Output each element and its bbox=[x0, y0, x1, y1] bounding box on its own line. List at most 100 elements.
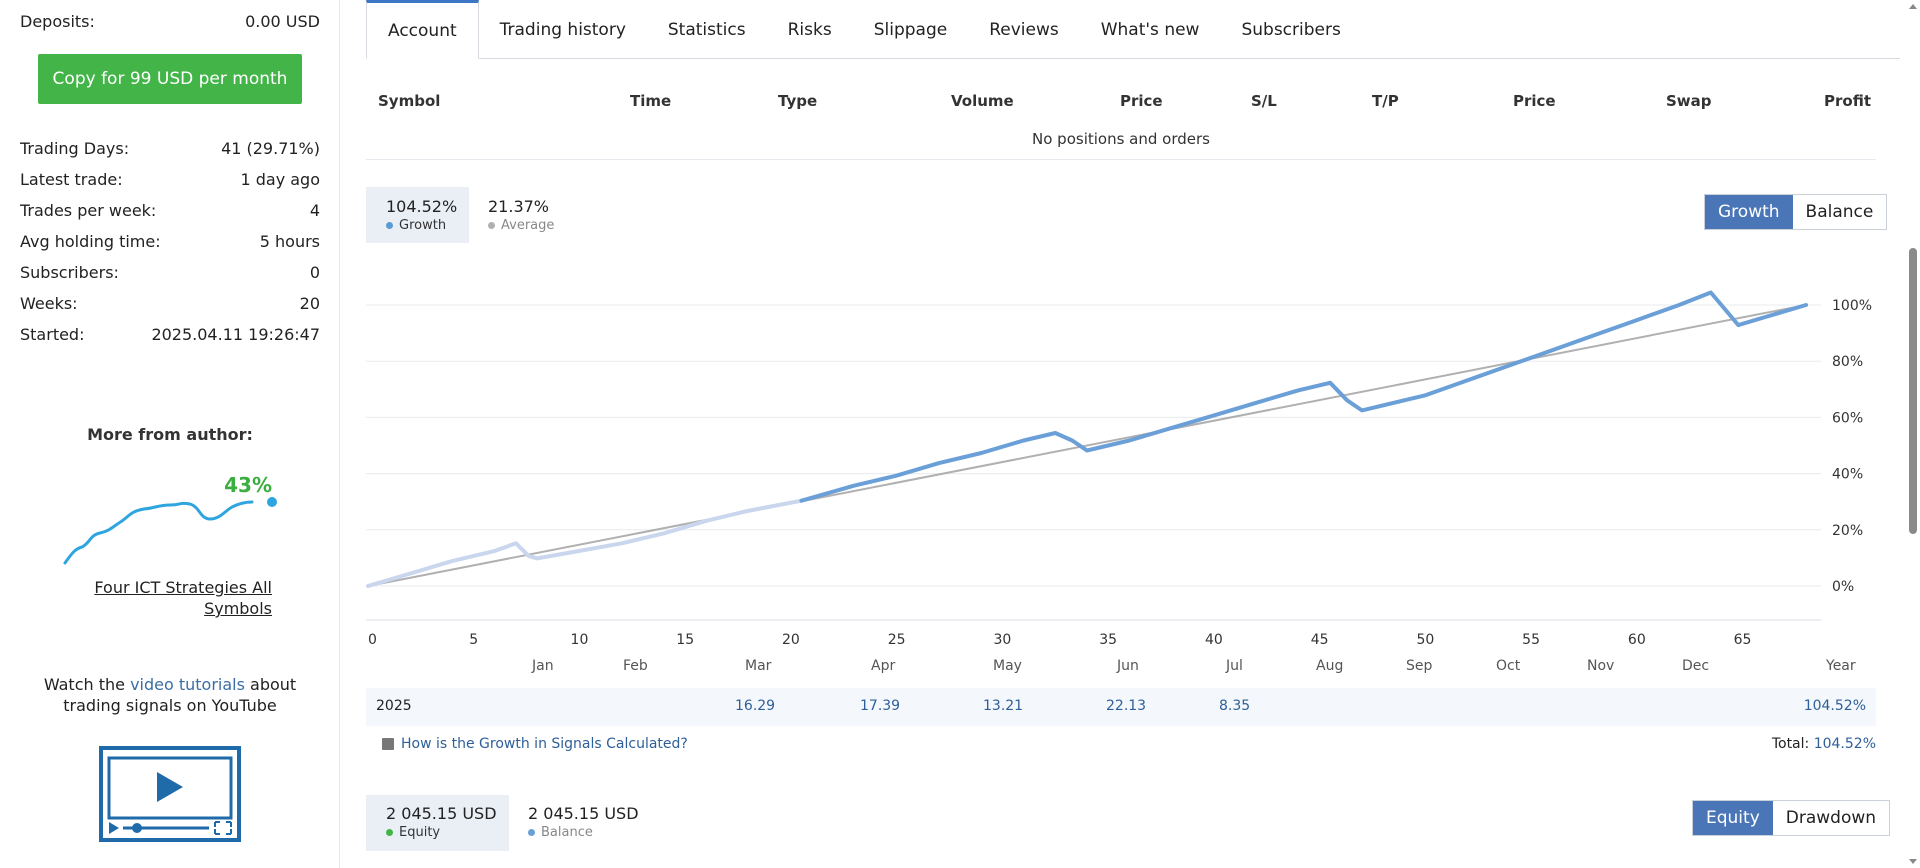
author-signal-sparkline[interactable]: 43% bbox=[60, 465, 280, 570]
x-tick-label: 15 bbox=[676, 632, 694, 648]
year-return-total[interactable]: 104.52% bbox=[1803, 698, 1866, 714]
balance-summary-box[interactable]: 2 045.15 USD Balance bbox=[528, 795, 668, 851]
x-tick-label: 0 bbox=[368, 632, 377, 648]
author-sparkline-endpoint bbox=[267, 497, 277, 507]
x-tick-label: 35 bbox=[1099, 632, 1117, 648]
month-label: Year bbox=[1826, 658, 1856, 674]
author-sparkline-line bbox=[63, 500, 254, 565]
column-header-volume[interactable]: Volume bbox=[951, 92, 1014, 110]
month-label: Aug bbox=[1316, 658, 1344, 674]
equity-toggle-button[interactable]: Equity bbox=[1693, 801, 1773, 835]
growth-balance-toggle: Growth Balance bbox=[1704, 194, 1888, 230]
month-label: Dec bbox=[1682, 658, 1710, 674]
month-label: Jul bbox=[1226, 658, 1243, 674]
stat-value: 20 bbox=[299, 294, 320, 313]
month-return-apr[interactable]: 17.39 bbox=[860, 698, 901, 714]
column-header-price[interactable]: Price bbox=[1120, 92, 1163, 110]
month-return-mar[interactable]: 16.29 bbox=[735, 698, 776, 714]
month-label: Nov bbox=[1587, 658, 1615, 674]
more-from-author-title: More from author: bbox=[87, 425, 253, 444]
tab-account[interactable]: Account bbox=[366, 0, 479, 59]
stat-label: Started: bbox=[20, 325, 85, 344]
column-header-close-price[interactable]: Price bbox=[1513, 92, 1556, 110]
month-label: Apr bbox=[871, 658, 896, 674]
x-tick-label: 60 bbox=[1628, 632, 1646, 648]
scroll-up-icon[interactable] bbox=[1909, 4, 1917, 9]
stat-row: Trades per week: 4 bbox=[20, 201, 320, 223]
x-axis-labels: 0 5 10 15 20 25 30 35 40 45 50 55 60 65 bbox=[368, 632, 1751, 648]
growth-legend: Growth bbox=[386, 218, 469, 233]
month-label: Sep bbox=[1406, 658, 1433, 674]
average-value: 21.37% bbox=[488, 197, 550, 216]
stat-row: Started: 2025.04.11 19:26:47 bbox=[20, 325, 320, 347]
average-summary-box[interactable]: 21.37% Average bbox=[488, 187, 588, 243]
growth-chart[interactable]: 0% 20% 40% 60% 80% 100% 0 5 10 15 20 25 30 35 40 45 50 5… bbox=[366, 250, 1876, 680]
stat-value: 0 bbox=[309, 263, 320, 282]
y-axis-labels: 0% 20% 40% 60% 80% 100% bbox=[1832, 298, 1872, 595]
tab-subscribers[interactable]: Subscribers bbox=[1241, 19, 1341, 40]
tab-whats-new[interactable]: What's new bbox=[1100, 19, 1200, 40]
stat-row: Subscribers: 0 bbox=[20, 263, 320, 285]
watch-post-text: about trading signals on YouTube bbox=[63, 675, 297, 715]
column-header-symbol[interactable]: Symbol bbox=[378, 92, 441, 110]
copy-signal-button[interactable]: Copy for 99 USD per month bbox=[38, 54, 302, 104]
stat-label: Trading Days: bbox=[20, 139, 130, 158]
growth-calculation-help-link[interactable]: How is the Growth in Signals Calculated? bbox=[401, 736, 688, 752]
tab-trading-history[interactable]: Trading history bbox=[499, 19, 626, 40]
average-label: Average bbox=[501, 218, 555, 233]
growth-line bbox=[799, 290, 1808, 503]
month-label: May bbox=[993, 658, 1022, 674]
average-legend: Average bbox=[488, 218, 588, 233]
column-header-sl[interactable]: S/L bbox=[1251, 92, 1277, 110]
equity-legend: Equity bbox=[386, 825, 509, 840]
author-signal-percent: 43% bbox=[224, 473, 272, 497]
x-tick-label: 10 bbox=[571, 632, 589, 648]
stat-row: Trading Days: 41 (29.71%) bbox=[20, 139, 320, 161]
page-scrollbar[interactable] bbox=[1906, 0, 1920, 868]
growth-summary-box[interactable]: 104.52% Growth bbox=[366, 187, 469, 243]
x-tick-label: 45 bbox=[1311, 632, 1329, 648]
scroll-down-icon[interactable] bbox=[1909, 859, 1917, 864]
tab-slippage[interactable]: Slippage bbox=[873, 19, 948, 40]
watch-pre-text: Watch the bbox=[43, 675, 131, 694]
balance-legend: Balance bbox=[528, 825, 668, 840]
equity-summary-box[interactable]: 2 045.15 USD Equity bbox=[366, 795, 509, 851]
month-return-may[interactable]: 13.21 bbox=[983, 698, 1024, 714]
x-tick-label: 30 bbox=[993, 632, 1011, 648]
average-line bbox=[367, 304, 1807, 587]
column-header-time[interactable]: Time bbox=[630, 92, 672, 110]
y-tick-label: 60% bbox=[1832, 410, 1863, 426]
stat-row: Weeks: 20 bbox=[20, 294, 320, 316]
author-signal-link[interactable]: Four ICT Strategies All Symbols bbox=[94, 578, 272, 618]
tab-statistics[interactable]: Statistics bbox=[667, 19, 746, 40]
video-player-icon[interactable] bbox=[99, 746, 241, 842]
chart-grid bbox=[366, 304, 1821, 621]
positions-table: Symbol Time Type Volume Price S/L T/P Pr… bbox=[366, 78, 1876, 160]
growth-toggle-button[interactable]: Growth bbox=[1705, 195, 1793, 229]
x-tick-label: 40 bbox=[1205, 632, 1223, 648]
deposits-label: Deposits: bbox=[20, 12, 95, 31]
column-header-type[interactable]: Type bbox=[778, 92, 818, 110]
month-return-jun[interactable]: 22.13 bbox=[1106, 698, 1147, 714]
stat-row: Avg holding time: 5 hours bbox=[20, 232, 320, 254]
stat-label: Weeks: bbox=[20, 294, 78, 313]
y-tick-label: 80% bbox=[1832, 354, 1863, 370]
drawdown-toggle-button[interactable]: Drawdown bbox=[1772, 801, 1890, 835]
column-header-profit[interactable]: Profit bbox=[1824, 92, 1871, 110]
tab-risks[interactable]: Risks bbox=[787, 19, 832, 40]
video-tutorials-link[interactable]: video tutorials bbox=[130, 675, 245, 694]
no-positions-message: No positions and orders bbox=[1032, 130, 1210, 148]
growth-label: Growth bbox=[399, 218, 447, 233]
tab-reviews[interactable]: Reviews bbox=[989, 19, 1059, 40]
growth-total: Total: 104.52% bbox=[1772, 736, 1876, 752]
growth-value: 104.52% bbox=[386, 197, 458, 216]
video-tutorials-text: Watch the video tutorials about trading … bbox=[20, 674, 320, 716]
stat-value: 5 hours bbox=[259, 232, 320, 251]
column-header-tp[interactable]: T/P bbox=[1372, 92, 1399, 110]
scrollbar-thumb[interactable] bbox=[1909, 248, 1917, 534]
column-header-swap[interactable]: Swap bbox=[1666, 92, 1712, 110]
growth-dot-icon bbox=[386, 222, 393, 229]
average-dot-icon bbox=[488, 222, 495, 229]
month-return-jul[interactable]: 8.35 bbox=[1219, 698, 1251, 714]
balance-toggle-button[interactable]: Balance bbox=[1792, 195, 1887, 229]
